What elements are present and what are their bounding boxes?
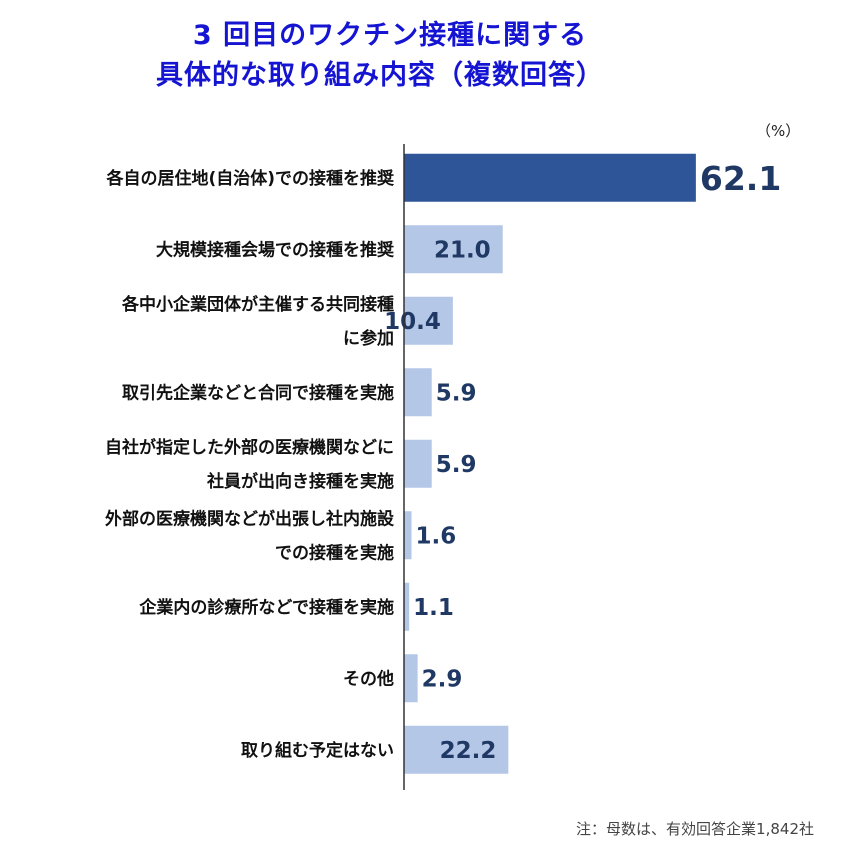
chart-title-line-1: 3 回目のワクチン接種に関する <box>192 20 588 51</box>
value-label-1: 21.0 <box>434 237 491 263</box>
bar-0 <box>404 153 696 202</box>
bar-1 <box>404 225 503 274</box>
bar-6 <box>404 582 410 631</box>
category-label-8-0: 取り組む予定はない <box>241 740 394 761</box>
value-label-7: 2.9 <box>422 666 463 692</box>
bar-7 <box>404 654 418 703</box>
value-label-5: 1.6 <box>416 523 457 549</box>
unit-label: （%） <box>756 122 801 140</box>
category-label-0-0: 各自の居住地(自治体)での接種を推奨 <box>105 168 395 189</box>
category-label-4-1: 社員が出向き接種を実施 <box>206 471 394 492</box>
category-label-2-0: 各中小企業団体が主催する共同接種 <box>121 294 394 315</box>
bar-2 <box>404 296 453 345</box>
bar-5 <box>404 511 412 560</box>
value-label-2: 10.4 <box>384 309 441 335</box>
category-label-1-0: 大規模接種会場での接種を推奨 <box>156 239 395 260</box>
category-label-3-0: 取引先企業などと合同で接種を実施 <box>122 382 394 403</box>
footnote: 注：母数は、有効回答企業1,842社 <box>576 820 814 838</box>
category-label-2-1: に参加 <box>343 328 394 349</box>
value-label-3: 5.9 <box>436 380 477 406</box>
category-label-6-0: 企業内の診療所などで接種を実施 <box>138 597 394 618</box>
value-label-8: 22.2 <box>440 738 497 764</box>
chart-title-line-2: 具体的な取り組み内容（複数回答） <box>156 60 604 91</box>
category-label-5-1: での接種を実施 <box>275 542 394 563</box>
bar-3 <box>404 368 432 417</box>
value-label-6: 1.1 <box>413 595 454 621</box>
bar-4 <box>404 439 432 488</box>
value-label-0: 62.1 <box>700 159 781 198</box>
bar-8 <box>404 725 509 774</box>
category-label-5-0: 外部の医療機関などが出張し社内施設 <box>105 508 395 529</box>
category-label-7-0: その他 <box>343 668 394 689</box>
category-label-4-0: 自社が指定した外部の医療機関などに <box>105 437 394 458</box>
value-label-4: 5.9 <box>436 452 477 478</box>
